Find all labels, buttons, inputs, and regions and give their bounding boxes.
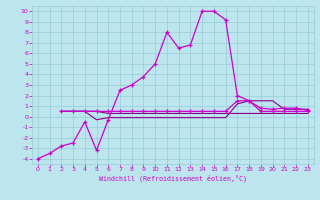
X-axis label: Windchill (Refroidissement éolien,°C): Windchill (Refroidissement éolien,°C) [99,175,247,182]
